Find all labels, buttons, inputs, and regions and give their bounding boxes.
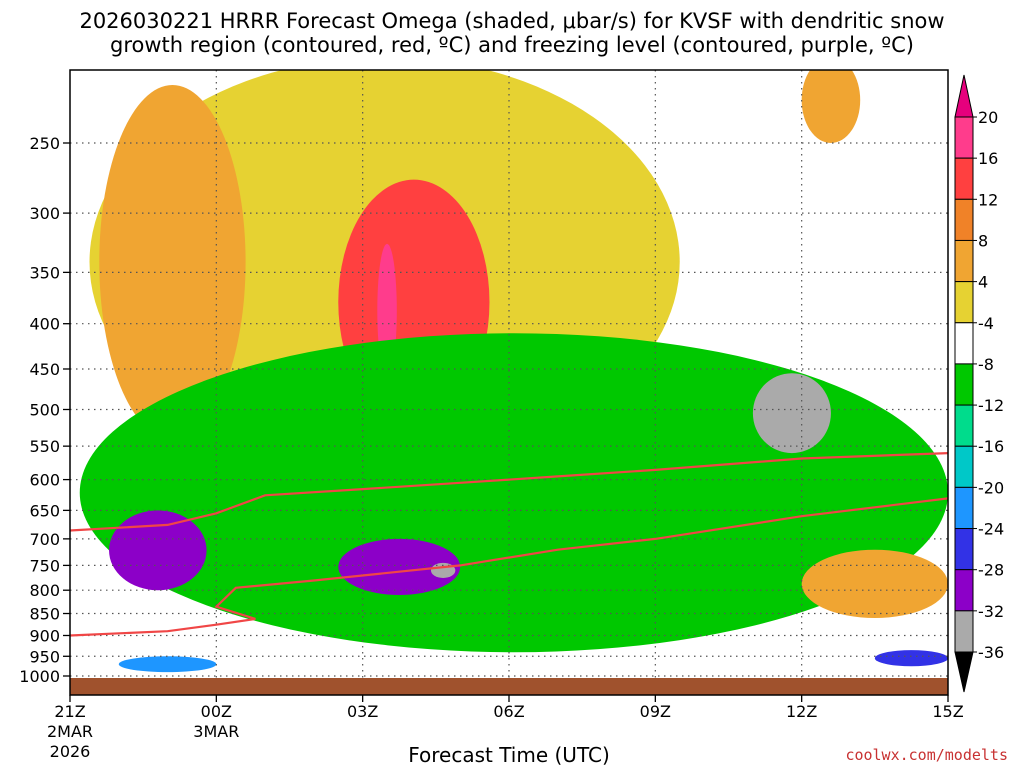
- colorbar-swatch-3: [954, 239, 974, 283]
- colorbar-label-5: -4: [978, 314, 994, 333]
- omega-shade-left-negative-purple: [109, 510, 207, 591]
- x-tick-label-06Z: 06Z: [493, 702, 524, 721]
- y-tick-label-600: 600: [29, 471, 60, 490]
- colorbar-label-4: 4: [978, 273, 988, 292]
- colorbar-swatch-9: [954, 486, 974, 530]
- colorbar-label-10: -24: [978, 520, 1004, 539]
- y-tick-label-300: 300: [29, 204, 60, 223]
- colorbar-label-1: 16: [978, 149, 998, 168]
- colorbar-label-11: -28: [978, 561, 1004, 580]
- x-tick-label-09Z: 09Z: [640, 702, 671, 721]
- colorbar-swatch-1: [954, 157, 974, 200]
- omega-shade-upper-right-orange: [801, 70, 861, 143]
- colorbar-label-0: 20: [978, 108, 998, 127]
- omega-shade-near-surface-right-blue: [874, 650, 948, 667]
- colorbar-swatch-0: [954, 116, 974, 159]
- y-tick-label-950: 950: [29, 647, 60, 666]
- colorbar-swatch-12: [954, 610, 974, 653]
- colorbar-swatch-6: [954, 363, 974, 406]
- omega-shade-lower-right-positive: [801, 549, 948, 619]
- y-tick-label-700: 700: [29, 530, 60, 549]
- y-tick-label-850: 850: [29, 605, 60, 624]
- y-tick-label-450: 450: [29, 360, 60, 379]
- y-tick-label-500: 500: [29, 401, 60, 420]
- omega-shade-lower-negative-green: [79, 333, 948, 653]
- y-tick-label-1000: 1000: [19, 667, 60, 686]
- colorbar-label-9: -20: [978, 478, 1004, 497]
- x-tick-label-15Z: 15Z: [932, 702, 963, 721]
- colorbar-label-13: -36: [978, 643, 1004, 662]
- colorbar-bottom-arrow: [954, 651, 974, 693]
- x-tick-label-21Z: 21Z: [54, 702, 85, 721]
- x-tick-label-00Z: 00Z: [201, 702, 232, 721]
- dgz-top-contour: [70, 452, 948, 532]
- colorbar-label-7: -12: [978, 396, 1004, 415]
- y-tick-label-750: 750: [29, 556, 60, 575]
- colorbar-label-2: 12: [978, 190, 998, 209]
- colorbar-swatch-2: [954, 198, 974, 241]
- y-tick-label-400: 400: [29, 315, 60, 334]
- x-tick-date-21Z: 2MAR: [47, 722, 93, 741]
- omega-shade-right-negative-core-grey: [752, 373, 831, 454]
- ground-surface-band: [70, 678, 948, 695]
- chart-title-line-1: 2026030221 HRRR Forecast Omega (shaded, …: [79, 9, 945, 33]
- x-tick-date-00Z: 3MAR: [193, 722, 239, 741]
- y-tick-label-900: 900: [29, 626, 60, 645]
- colorbar-label-3: 8: [978, 231, 988, 250]
- omega-shade-mid-negative-purple: [338, 538, 461, 595]
- colorbar-swatch-11: [954, 569, 974, 612]
- x-axis-label: Forecast Time (UTC): [408, 743, 610, 767]
- colorbar-label-12: -32: [978, 602, 1004, 621]
- y-tick-label-250: 250: [29, 134, 60, 153]
- x-tick-label-03Z: 03Z: [347, 702, 378, 721]
- colorbar-swatch-8: [954, 445, 974, 488]
- colorbar-swatch-7: [954, 404, 974, 447]
- dgz-bottom-contour: [70, 497, 948, 637]
- x-tick-label-12Z: 12Z: [786, 702, 817, 721]
- colorbar-swatch-4: [954, 281, 974, 324]
- colorbar-label-6: -8: [978, 355, 994, 374]
- y-tick-label-800: 800: [29, 581, 60, 600]
- y-tick-label-650: 650: [29, 501, 60, 520]
- colorbar-swatch-5: [954, 322, 974, 365]
- omega-shade-near-surface-negative-blue: [118, 656, 217, 673]
- colorbar-swatch-10: [954, 528, 974, 571]
- colorbar-label-8: -16: [978, 437, 1004, 456]
- omega-shade-upper-positive-orange-west: [99, 85, 246, 440]
- source-credit: coolwx.com/modelts: [845, 746, 1008, 764]
- y-tick-label-550: 550: [29, 437, 60, 456]
- chart-title-line-2: growth region (contoured, red, ºC) and f…: [110, 33, 914, 57]
- y-tick-label-350: 350: [29, 263, 60, 282]
- x-tick-year-21Z: 2026: [50, 742, 91, 761]
- colorbar-top-arrow: [954, 74, 974, 118]
